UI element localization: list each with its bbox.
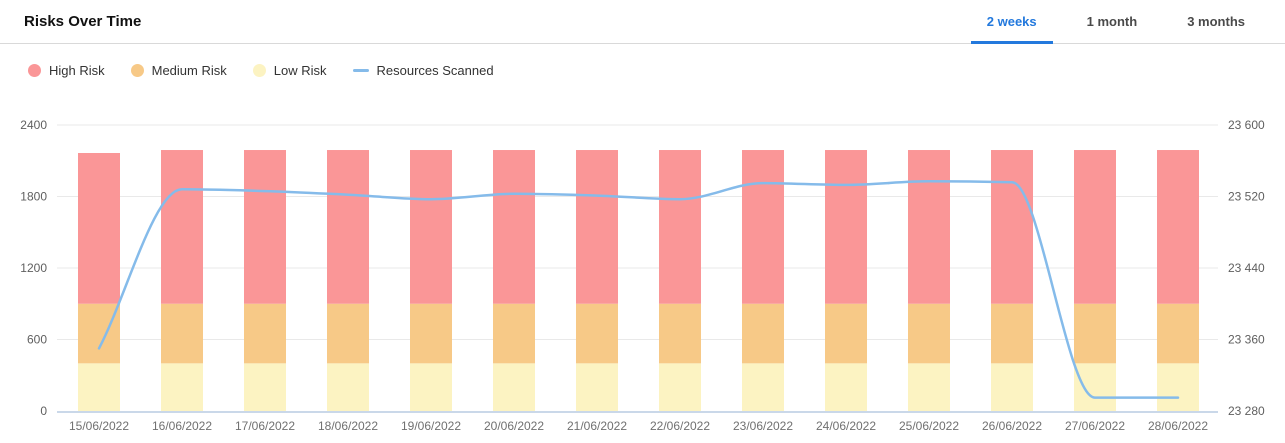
bars-group xyxy=(78,150,1199,411)
bar-segment-high-risk[interactable] xyxy=(327,150,369,304)
x-tick-label: 22/06/2022 xyxy=(650,419,710,433)
bar-segment-high-risk[interactable] xyxy=(659,150,701,304)
legend-label: Resources Scanned xyxy=(376,62,494,78)
bar-segment-medium-risk[interactable] xyxy=(493,303,535,364)
x-tick-label: 17/06/2022 xyxy=(235,419,295,433)
bar-segment-low-risk[interactable] xyxy=(1074,363,1116,411)
bar-segment-medium-risk[interactable] xyxy=(1157,303,1199,364)
x-tick-label: 24/06/2022 xyxy=(816,419,876,433)
period-tabs: 2 weeks 1 month 3 months xyxy=(970,0,1285,44)
bar-segment-low-risk[interactable] xyxy=(1157,363,1199,411)
x-tick-label: 18/06/2022 xyxy=(318,419,378,433)
legend-label: Low Risk xyxy=(273,62,327,78)
bar-segment-low-risk[interactable] xyxy=(493,363,535,411)
y-right-tick-label: 23 280 xyxy=(1228,404,1265,418)
y-left-tick-label: 600 xyxy=(27,333,47,347)
bar-segment-high-risk[interactable] xyxy=(1157,150,1199,304)
legend-item-resources-scanned[interactable]: Resources Scanned xyxy=(352,62,494,78)
bar-segment-low-risk[interactable] xyxy=(908,363,950,411)
bar-segment-medium-risk[interactable] xyxy=(825,303,867,364)
bar-segment-high-risk[interactable] xyxy=(161,150,203,304)
bar-segment-high-risk[interactable] xyxy=(493,150,535,304)
x-tick-label: 15/06/2022 xyxy=(69,419,129,433)
bar-segment-high-risk[interactable] xyxy=(991,150,1033,304)
bar-segment-high-risk[interactable] xyxy=(244,150,286,304)
x-tick-label: 19/06/2022 xyxy=(401,419,461,433)
y-right-tick-label: 23 360 xyxy=(1228,333,1265,347)
chart-area: 0 23 280 600 23 360 1200 23 440 1800 23 520 2400… xyxy=(0,78,1285,443)
bar-segment-medium-risk[interactable] xyxy=(742,303,784,364)
bar-segment-high-risk[interactable] xyxy=(908,150,950,304)
bar-segment-low-risk[interactable] xyxy=(991,363,1033,411)
y-left-tick-label: 2400 xyxy=(20,118,47,132)
y-left-tick-label: 1200 xyxy=(20,261,47,275)
high-risk-dot-icon xyxy=(28,63,41,77)
tab-1-month[interactable]: 1 month xyxy=(1086,14,1138,29)
resources-scanned-line[interactable] xyxy=(97,180,1180,399)
x-axis-labels: 15/06/2022 16/06/2022 17/06/2022 18/06/2022… xyxy=(69,419,1208,433)
panel-header: Risks Over Time 2 weeks 1 month 3 months xyxy=(0,0,1285,44)
legend-item-low-risk[interactable]: Low Risk xyxy=(252,62,327,78)
bar-segment-medium-risk[interactable] xyxy=(327,303,369,364)
chart-legend: High Risk Medium Risk Low Risk Resources… xyxy=(28,62,1285,78)
bar-segment-high-risk[interactable] xyxy=(576,150,618,304)
page-title: Risks Over Time xyxy=(24,13,142,30)
risks-over-time-chart: 0 23 280 600 23 360 1200 23 440 1800 23 520 2400… xyxy=(20,118,1265,433)
bar-segment-low-risk[interactable] xyxy=(825,363,867,411)
y-right-tick-label: 23 440 xyxy=(1228,261,1265,275)
low-risk-dot-icon xyxy=(252,63,266,77)
y-right-tick-label: 23 520 xyxy=(1228,190,1265,204)
bar-segment-high-risk[interactable] xyxy=(825,150,867,304)
tab-3-months[interactable]: 3 months xyxy=(1187,14,1245,29)
bar-segment-high-risk[interactable] xyxy=(1074,150,1116,304)
y-left-tick-label: 1800 xyxy=(20,190,47,204)
legend-item-high-risk[interactable]: High Risk xyxy=(28,63,105,78)
x-tick-label: 16/06/2022 xyxy=(152,419,212,433)
x-tick-label: 28/06/2022 xyxy=(1148,419,1208,433)
bar-segment-medium-risk[interactable] xyxy=(244,303,286,364)
bar-segment-low-risk[interactable] xyxy=(327,363,369,411)
bar-segment-low-risk[interactable] xyxy=(78,363,120,411)
bar-segment-medium-risk[interactable] xyxy=(78,303,120,364)
y-left-tick-label: 0 xyxy=(40,404,47,418)
bar-segment-medium-risk[interactable] xyxy=(659,303,701,364)
bar-segment-medium-risk[interactable] xyxy=(908,303,950,364)
x-tick-label: 23/06/2022 xyxy=(733,419,793,433)
x-tick-label: 21/06/2022 xyxy=(567,419,627,433)
bar-segment-low-risk[interactable] xyxy=(161,363,203,411)
bar-segment-medium-risk[interactable] xyxy=(410,303,452,364)
bar-segment-low-risk[interactable] xyxy=(244,363,286,411)
bar-segment-medium-risk[interactable] xyxy=(991,303,1033,364)
x-tick-label: 20/06/2022 xyxy=(484,419,544,433)
bar-segment-medium-risk[interactable] xyxy=(576,303,618,364)
medium-risk-dot-icon xyxy=(130,63,144,77)
x-tick-label: 27/06/2022 xyxy=(1065,419,1125,433)
bar-segment-high-risk[interactable] xyxy=(410,150,452,304)
bar-segment-low-risk[interactable] xyxy=(742,363,784,411)
legend-label: Medium Risk xyxy=(151,62,227,78)
legend-item-medium-risk[interactable]: Medium Risk xyxy=(130,62,227,78)
bar-segment-low-risk[interactable] xyxy=(576,363,618,411)
legend-label: High Risk xyxy=(49,62,105,78)
y-right-tick-label: 23 600 xyxy=(1228,118,1265,132)
tab-2-weeks[interactable]: 2 weeks xyxy=(970,0,1053,44)
line-swatch-icon xyxy=(352,68,369,72)
bar-segment-medium-risk[interactable] xyxy=(161,303,203,364)
x-tick-label: 26/06/2022 xyxy=(982,419,1042,433)
bar-segment-high-risk[interactable] xyxy=(742,150,784,304)
bar-segment-low-risk[interactable] xyxy=(659,363,701,411)
bar-segment-low-risk[interactable] xyxy=(410,363,452,411)
x-tick-label: 25/06/2022 xyxy=(899,419,959,433)
bar-segment-medium-risk[interactable] xyxy=(1074,303,1116,364)
bar-segment-high-risk[interactable] xyxy=(78,153,120,304)
